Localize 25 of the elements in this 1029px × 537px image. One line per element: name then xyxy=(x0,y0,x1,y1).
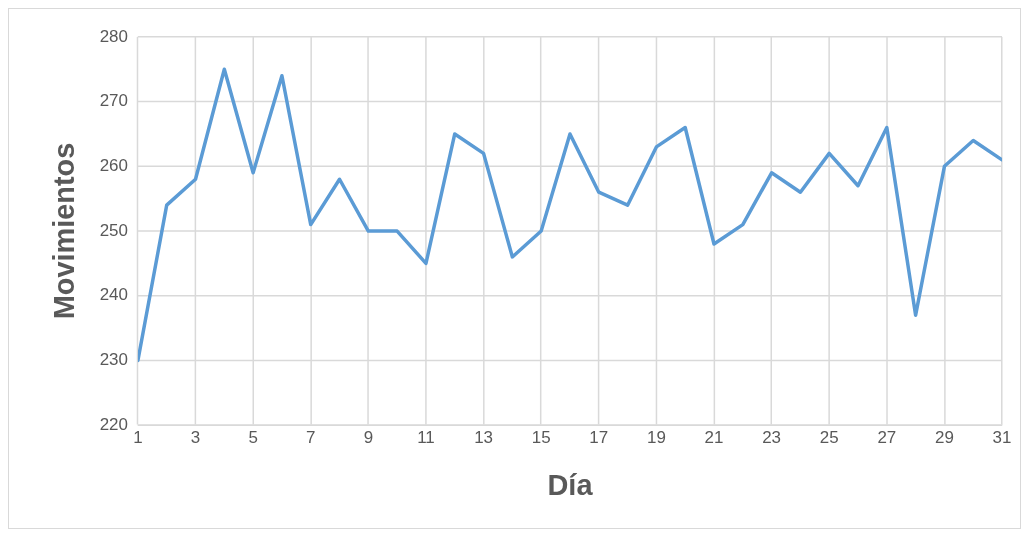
x-tick-label: 21 xyxy=(704,428,724,448)
x-tick-label: 9 xyxy=(363,428,374,448)
x-tick-label: 23 xyxy=(762,428,782,448)
y-tick-label: 280 xyxy=(99,26,128,46)
y-tick-label: 220 xyxy=(99,414,128,434)
x-tick-label: 5 xyxy=(248,428,258,448)
x-tick-label: 27 xyxy=(877,428,897,448)
y-tick-label: 270 xyxy=(99,91,128,111)
x-tick-label: 25 xyxy=(819,428,839,448)
x-tick-label: 17 xyxy=(589,428,609,448)
x-tick-label: 13 xyxy=(474,428,493,448)
x-tick-label: 7 xyxy=(306,428,316,448)
x-tick-label: 11 xyxy=(417,428,435,448)
y-tick-label: 250 xyxy=(99,220,128,240)
x-tick-label: 1 xyxy=(133,428,143,448)
y-tick-label: 240 xyxy=(99,285,128,305)
y-axis-title: Movimientos xyxy=(48,142,81,320)
x-tick-label: 15 xyxy=(531,428,551,448)
x-tick-label: 19 xyxy=(646,428,666,448)
y-tick-label: 260 xyxy=(99,156,128,175)
x-tick-label: 29 xyxy=(935,428,954,448)
x-tick-label: 3 xyxy=(190,428,201,448)
x-tick-label: 31 xyxy=(992,428,1012,448)
x-axis-title: Día xyxy=(547,468,594,501)
y-tick-label: 230 xyxy=(99,350,128,370)
